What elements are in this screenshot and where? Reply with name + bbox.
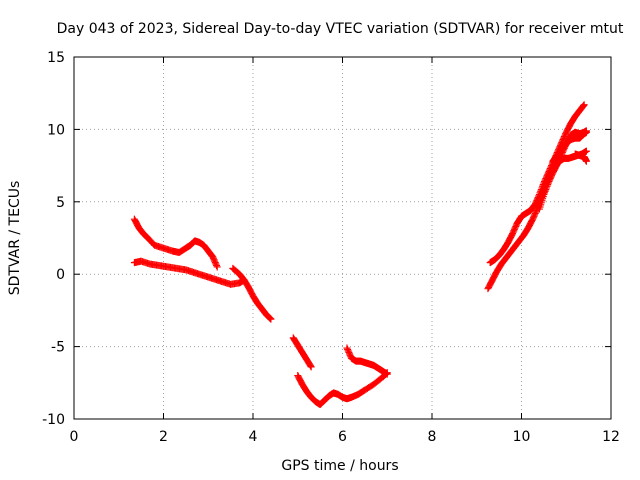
data-point [542,184,550,192]
data-point [307,362,315,370]
data-point [307,363,315,371]
series-arc-6 [343,344,391,378]
y-tick-label: 0 [56,267,65,283]
data-point [542,186,550,194]
data-point [541,189,549,197]
data-point [580,102,588,110]
data-point [582,128,590,136]
y-tick-label: 5 [56,195,65,211]
y-axis-label: SDTVAR / TECUs [7,181,23,296]
data-point [544,181,552,189]
x-tick-label: 2 [159,429,168,445]
data-point [213,263,221,271]
axis-ticks: 0 2 4 6 8 10 12 -10 -5 0 5 10 15 [42,50,620,445]
data-point [582,147,590,155]
data-point [213,262,221,270]
data-point [267,315,275,323]
chart-title: Day 043 of 2023, Sidereal Day-to-day VTE… [57,21,624,37]
y-tick-label: 10 [47,122,65,138]
data-point [383,370,391,378]
data-point [541,187,549,195]
x-tick-label: 4 [249,429,258,445]
data-points [130,101,590,409]
x-axis-label: GPS time / hours [281,458,398,474]
y-tick-label: -10 [42,412,65,428]
series-arc-8 [484,147,590,293]
series-arc-11 [571,150,590,165]
data-point [582,157,590,165]
x-tick-label: 0 [70,429,79,445]
data-point [579,102,587,110]
series-arc-2 [130,257,248,288]
series-arc-7 [486,101,588,267]
x-tick-label: 10 [513,429,531,445]
series-arc-10 [549,128,590,165]
x-tick-label: 8 [428,429,437,445]
series-arc-1 [130,215,221,271]
y-tick-label: -5 [51,340,65,356]
data-point [266,314,274,322]
gridlines [74,57,611,419]
data-point [580,101,588,109]
x-tick-label: 12 [602,429,620,445]
data-point [540,191,548,199]
series-arc-4 [289,334,315,371]
series-arc-5 [294,369,391,409]
series-arc-3 [229,264,275,323]
x-tick-label: 6 [338,429,347,445]
data-point [266,314,274,322]
y-tick-label: 15 [47,50,65,66]
data-point [543,182,551,190]
